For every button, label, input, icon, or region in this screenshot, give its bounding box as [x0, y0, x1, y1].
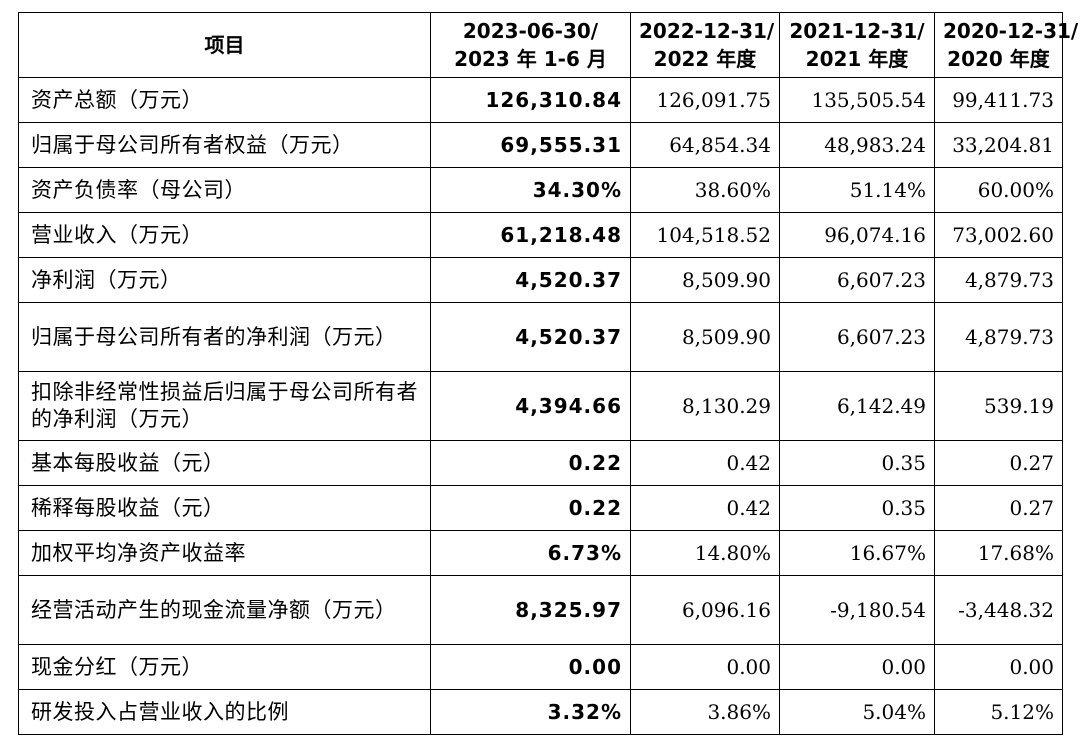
row-label: 归属于母公司所有者的净利润（万元） — [18, 302, 431, 372]
table-row: 现金分红（万元） 0.00 0.00 0.00 0.00 — [18, 644, 1063, 690]
table-cell: 16.67% — [779, 530, 935, 576]
table-cell: 126,310.84 — [430, 77, 631, 123]
table-cell: 4,520.37 — [430, 302, 631, 372]
table-row: 稀释每股收益（元） 0.22 0.42 0.35 0.27 — [18, 485, 1063, 531]
table-cell: 0.35 — [779, 485, 935, 531]
table-cell: 8,325.97 — [430, 575, 631, 645]
table-row: 资产负债率（母公司） 34.30% 38.60% 51.14% 60.00% — [18, 167, 1063, 213]
table-cell: 0.00 — [630, 644, 780, 690]
table-cell: 17.68% — [934, 530, 1063, 576]
table-cell: 60.00% — [934, 167, 1063, 213]
table-cell: 33,204.81 — [934, 122, 1063, 168]
row-label: 基本每股收益（元） — [18, 440, 431, 486]
table-cell: 0.42 — [630, 485, 780, 531]
table-row: 资产总额（万元） 126,310.84 126,091.75 135,505.54 99… — [18, 77, 1063, 123]
table-cell: 8,509.90 — [630, 257, 780, 303]
table-cell: 4,394.66 — [430, 371, 631, 441]
table-cell: 0.22 — [430, 440, 631, 486]
row-label: 归属于母公司所有者权益（万元） — [18, 122, 431, 168]
table-cell: 4,879.73 — [934, 257, 1063, 303]
table-row: 净利润（万元） 4,520.37 8,509.90 6,607.23 4,879.73 — [18, 257, 1063, 303]
table-row: 扣除非经常性损益后归属于母公司所有者的净利润（万元） 4,394.66 8,130.… — [18, 371, 1063, 441]
table-row: 加权平均净资产收益率 6.73% 14.80% 16.67% 17.68% — [18, 530, 1063, 576]
table-cell: 6,096.16 — [630, 575, 780, 645]
header-row: 项目 2023-06-30/2023 年 1-6 月 2022-12-31/20… — [18, 12, 1078, 78]
header-2020: 2020-12-31/2020 年度 — [934, 12, 1078, 78]
table-cell: 0.00 — [779, 644, 935, 690]
table-cell: 4,520.37 — [430, 257, 631, 303]
row-label: 加权平均净资产收益率 — [18, 530, 431, 576]
row-label: 经营活动产生的现金流量净额（万元） — [18, 575, 431, 645]
table-cell: 0.00 — [934, 644, 1063, 690]
table-cell: 51.14% — [779, 167, 935, 213]
financial-table: 项目 2023-06-30/2023 年 1-6 月 2022-12-31/20… — [18, 12, 1078, 735]
row-label: 扣除非经常性损益后归属于母公司所有者的净利润（万元） — [18, 371, 431, 441]
row-label: 营业收入（万元） — [18, 212, 431, 258]
table-cell: 38.60% — [630, 167, 780, 213]
table-cell: 0.22 — [430, 485, 631, 531]
table-cell: 8,509.90 — [630, 302, 780, 372]
table-row: 营业收入（万元） 61,218.48 104,518.52 96,074.16 73,0… — [18, 212, 1063, 258]
table-cell: 539.19 — [934, 371, 1063, 441]
table-cell: 8,130.29 — [630, 371, 780, 441]
table-cell: 34.30% — [430, 167, 631, 213]
table-cell: 0.00 — [430, 644, 631, 690]
table-cell: -9,180.54 — [779, 575, 935, 645]
table-cell: -3,448.32 — [934, 575, 1063, 645]
table-cell: 64,854.34 — [630, 122, 780, 168]
table-cell: 5.04% — [779, 689, 935, 735]
table-cell: 48,983.24 — [779, 122, 935, 168]
table-row: 经营活动产生的现金流量净额（万元） 8,325.97 6,096.16 -9,180.… — [18, 575, 1063, 645]
table-cell: 61,218.48 — [430, 212, 631, 258]
table-cell: 0.35 — [779, 440, 935, 486]
row-label: 稀释每股收益（元） — [18, 485, 431, 531]
table-cell: 104,518.52 — [630, 212, 780, 258]
table-cell: 6,142.49 — [779, 371, 935, 441]
row-label: 资产负债率（母公司） — [18, 167, 431, 213]
row-label: 净利润（万元） — [18, 257, 431, 303]
table-row: 归属于母公司所有者权益（万元） 69,555.31 64,854.34 48,983.… — [18, 122, 1063, 168]
table-cell: 0.27 — [934, 440, 1063, 486]
row-label: 现金分红（万元） — [18, 644, 431, 690]
header-2023h1: 2023-06-30/2023 年 1-6 月 — [430, 12, 631, 78]
table-cell: 96,074.16 — [779, 212, 935, 258]
table-cell: 3.86% — [630, 689, 780, 735]
row-label: 资产总额（万元） — [18, 77, 431, 123]
table-cell: 69,555.31 — [430, 122, 631, 168]
header-2022: 2022-12-31/2022 年度 — [630, 12, 780, 78]
table-cell: 135,505.54 — [779, 77, 935, 123]
table-cell: 99,411.73 — [934, 77, 1063, 123]
table-cell: 73,002.60 — [934, 212, 1063, 258]
table-cell: 0.42 — [630, 440, 780, 486]
table-cell: 5.12% — [934, 689, 1063, 735]
table-row: 归属于母公司所有者的净利润（万元） 4,520.37 8,509.90 6,607.2… — [18, 302, 1063, 372]
header-2021: 2021-12-31/2021 年度 — [779, 12, 935, 78]
table-cell: 126,091.75 — [630, 77, 780, 123]
table-cell: 4,879.73 — [934, 302, 1063, 372]
table-cell: 6,607.23 — [779, 257, 935, 303]
table-cell: 6.73% — [430, 530, 631, 576]
header-item: 项目 — [18, 12, 431, 78]
table-cell: 0.27 — [934, 485, 1063, 531]
row-label: 研发投入占营业收入的比例 — [18, 689, 431, 735]
table-cell: 3.32% — [430, 689, 631, 735]
table-cell: 14.80% — [630, 530, 780, 576]
table-row: 基本每股收益（元） 0.22 0.42 0.35 0.27 — [18, 440, 1063, 486]
table-cell: 6,607.23 — [779, 302, 935, 372]
table-row: 研发投入占营业收入的比例 3.32% 3.86% 5.04% 5.12% — [18, 689, 1063, 735]
